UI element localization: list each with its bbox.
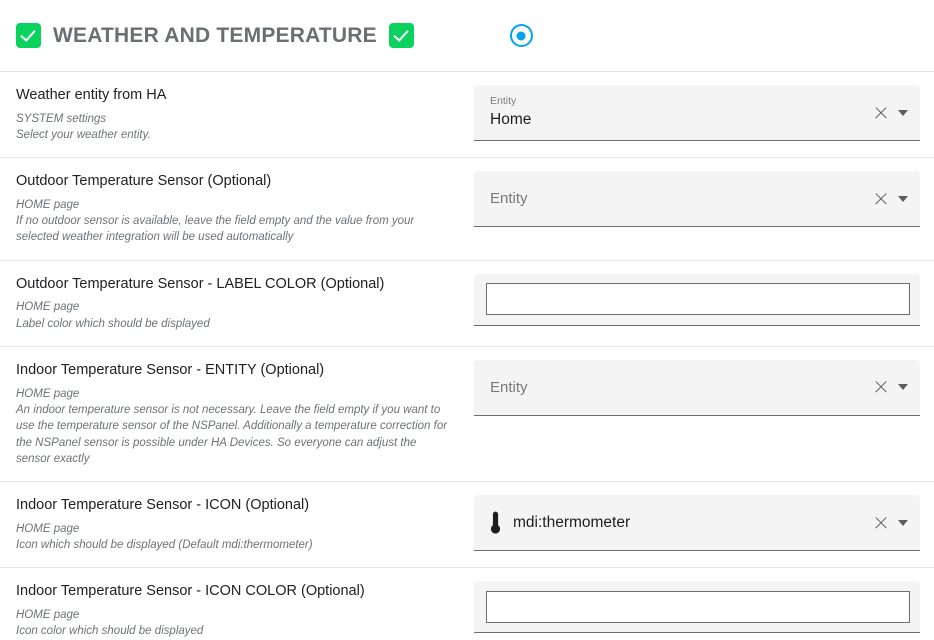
setting-row-indoor-temp-entity: Indoor Temperature Sensor - ENTITY (Opti… [0,346,934,483]
setting-row-indoor-icon-color: Indoor Temperature Sensor - ICON COLOR (… [0,568,934,640]
clear-icon[interactable] [872,190,889,207]
setting-row-outdoor-temp-sensor: Outdoor Temperature Sensor (Optional) HO… [0,158,934,261]
setting-row-outdoor-label-color: Outdoor Temperature Sensor - LABEL COLOR… [0,260,934,347]
entity-field-icons [872,104,908,121]
thermometer-icon [490,511,501,535]
setting-help-text: Icon which should be displayed (Default … [16,539,313,552]
setting-scope: HOME page [16,301,80,314]
chevron-down-icon[interactable] [898,384,908,391]
entity-select-field[interactable]: Entity [474,171,920,228]
section-header: WEATHER AND TEMPERATURE [0,0,934,72]
section-enable-checkbox-left[interactable] [16,23,41,48]
setting-row-weather-entity: Weather entity from HA SYSTEM settings S… [0,72,934,159]
entity-select-textwrap: Entity [490,171,862,226]
entity-placeholder: Entity [490,190,528,208]
setting-label: Indoor Temperature Sensor - ICON (Option… [16,497,310,514]
setting-help-text: Label color which should be displayed [16,317,210,330]
entity-select-field[interactable]: Entity Home [474,85,920,141]
setting-label: Indoor Temperature Sensor - ENTITY (Opti… [16,361,325,378]
clear-icon[interactable] [872,379,889,396]
setting-row-description: Outdoor Temperature Sensor - LABEL COLOR… [0,261,470,346]
entity-select-field[interactable]: Entity [474,359,920,416]
setting-scope: SYSTEM settings [16,112,107,125]
entity-placeholder: Entity [490,378,528,396]
icon-select-textwrap: mdi:thermometer [513,495,862,550]
page-title: WEATHER AND TEMPERATURE [53,23,377,47]
section-radio-button[interactable] [509,24,533,47]
setting-row-control [470,261,934,336]
setting-help-text: An indoor temperature sensor is not nece… [16,403,448,465]
chevron-down-icon[interactable] [898,109,908,116]
setting-row-indoor-temp-icon: Indoor Temperature Sensor - ICON (Option… [0,482,934,569]
setting-row-control: mdi:thermometer [470,482,934,561]
color-field[interactable] [474,273,920,326]
setting-label: Outdoor Temperature Sensor (Optional) [16,173,272,190]
icon-value: mdi:thermometer [513,513,631,531]
section-enable-checkbox-right[interactable] [388,23,414,48]
setting-row-control: Entity [470,158,934,237]
entity-float-label: Entity [490,95,517,108]
color-field[interactable] [474,581,920,634]
entity-field-icons [872,379,908,396]
setting-row-description: Outdoor Temperature Sensor (Optional) HO… [0,158,470,260]
setting-row-description: Weather entity from HA SYSTEM settings S… [0,72,470,157]
color-input[interactable] [486,590,910,623]
setting-row-control [470,568,934,640]
setting-row-control: Entity Home [470,72,934,151]
clear-icon[interactable] [872,104,889,121]
icon-field-icons [872,514,908,531]
setting-row-description: Indoor Temperature Sensor - ENTITY (Opti… [0,347,470,481]
setting-help-text: Icon color which should be displayed [16,625,204,638]
entity-select-textwrap: Entity Home [490,85,862,140]
setting-scope: HOME page [16,387,80,400]
chevron-down-icon[interactable] [898,195,908,202]
setting-row-description: Indoor Temperature Sensor - ICON COLOR (… [0,568,470,640]
entity-field-icons [872,190,908,207]
setting-label: Weather entity from HA [16,87,167,103]
color-input[interactable] [486,283,910,316]
setting-scope: HOME page [16,608,80,621]
setting-label: Indoor Temperature Sensor - ICON COLOR (… [16,583,365,600]
entity-value: Home [490,110,532,128]
chevron-down-icon[interactable] [898,519,908,526]
clear-icon[interactable] [872,514,889,531]
setting-help-text: If no outdoor sensor is available, leave… [16,215,415,244]
setting-scope: HOME page [16,198,80,211]
setting-row-description: Indoor Temperature Sensor - ICON (Option… [0,482,470,567]
entity-select-textwrap: Entity [490,360,862,415]
setting-scope: HOME page [16,522,80,535]
setting-label: Outdoor Temperature Sensor - LABEL COLOR… [16,275,385,292]
icon-select-field[interactable]: mdi:thermometer [474,495,920,552]
setting-help-text: Select your weather entity. [16,128,151,141]
setting-row-control: Entity [470,347,934,426]
